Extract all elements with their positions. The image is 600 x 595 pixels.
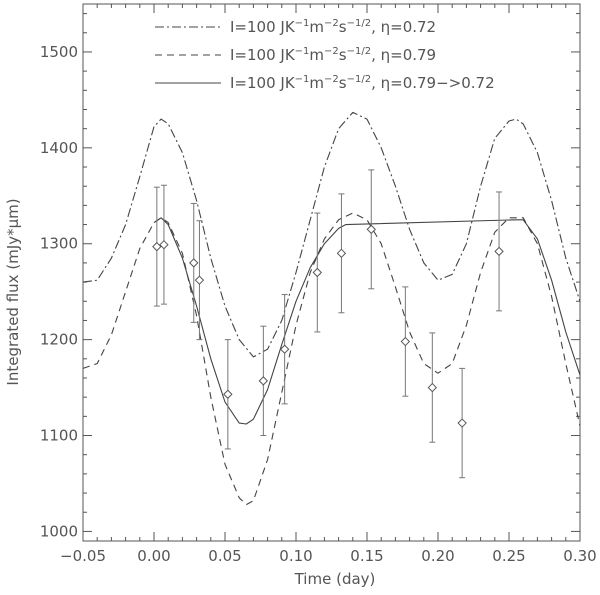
legend-text-part: m	[309, 74, 324, 92]
data-point	[427, 382, 438, 393]
legend-text-part: s	[339, 46, 347, 64]
legend-label-3: I=100 JK−1m−2s−1/2, η=0.79−>0.72	[230, 74, 495, 92]
data-point	[457, 418, 467, 428]
plot-frame	[82, 3, 581, 542]
legend-text-part: −1	[295, 46, 310, 57]
data-point	[279, 344, 290, 354]
x-tick-label: 0.10	[279, 547, 312, 565]
legend-text-part: s	[339, 18, 347, 36]
series-lines	[82, 111, 581, 506]
legend-text-part: −1	[295, 18, 310, 29]
x-tick-label: 0.25	[492, 547, 525, 565]
legend-text-part: −2	[324, 18, 339, 29]
y-tick-labels: 1000 1100 1200 1300 1400 1500	[40, 43, 78, 540]
legend: I=100 JK−1m−2s−1/2, η=0.72I=100 JK−1m−2s…	[155, 18, 495, 92]
series-line-2	[82, 212, 581, 506]
legend-text-part: −1/2	[347, 74, 371, 85]
y-tick-label: 1200	[40, 331, 78, 349]
x-tick-label: −0.05	[60, 547, 106, 565]
legend-label-1: I=100 JK−1m−2s−1/2, η=0.72	[230, 18, 436, 36]
data-point	[258, 376, 269, 386]
series-line-3	[153, 217, 581, 425]
plot-border	[82, 3, 581, 542]
y-tick-label: 1300	[40, 235, 78, 253]
data-points	[152, 169, 504, 479]
data-point	[494, 246, 504, 257]
y-axis-label: Integrated flux (mJy*μm)	[4, 198, 22, 385]
ticks	[82, 4, 581, 541]
data-point	[194, 275, 205, 285]
legend-text-part: s	[339, 74, 347, 92]
y-tick-label: 1400	[40, 139, 78, 157]
x-tick-label: 0.30	[563, 547, 596, 565]
legend-text-part: m	[309, 46, 324, 64]
legend-text-part: m	[309, 18, 324, 36]
legend-text-part: , η=0.79	[371, 46, 436, 64]
data-point	[400, 336, 411, 347]
x-tick-label: 0.15	[350, 547, 383, 565]
data-point	[159, 239, 169, 250]
y-tick-label: 1500	[40, 43, 78, 61]
series-line-1	[82, 111, 581, 358]
x-axis-label: Time (day)	[294, 570, 376, 588]
data-point	[152, 241, 162, 252]
legend-label-2: I=100 JK−1m−2s−1/2, η=0.79	[230, 46, 436, 64]
y-tick-label: 1000	[40, 522, 78, 540]
legend-text-part: I=100 JK	[230, 46, 296, 64]
legend-text-part: −1	[295, 74, 310, 85]
legend-text-part: −2	[324, 74, 339, 85]
legend-text-part: , η=0.72	[371, 18, 436, 36]
data-point	[223, 389, 233, 399]
data-point	[189, 258, 199, 268]
x-tick-label: 0.00	[137, 547, 170, 565]
legend-text-part: I=100 JK	[230, 74, 296, 92]
data-point	[312, 267, 323, 278]
x-tick-label: 0.05	[208, 547, 241, 565]
data-point	[366, 224, 376, 235]
legend-text-part: −1/2	[347, 46, 371, 57]
legend-text-part: −1/2	[347, 18, 371, 29]
legend-text-part: −2	[324, 46, 339, 57]
legend-text-part: I=100 JK	[230, 18, 296, 36]
legend-text-part: , η=0.79−>0.72	[371, 74, 495, 92]
y-tick-label: 1100	[40, 427, 78, 445]
x-tick-label: 0.20	[421, 547, 454, 565]
data-point	[336, 248, 347, 259]
x-tick-labels: −0.05 0.00 0.05 0.10 0.15 0.20 0.25 0.30	[60, 547, 597, 565]
